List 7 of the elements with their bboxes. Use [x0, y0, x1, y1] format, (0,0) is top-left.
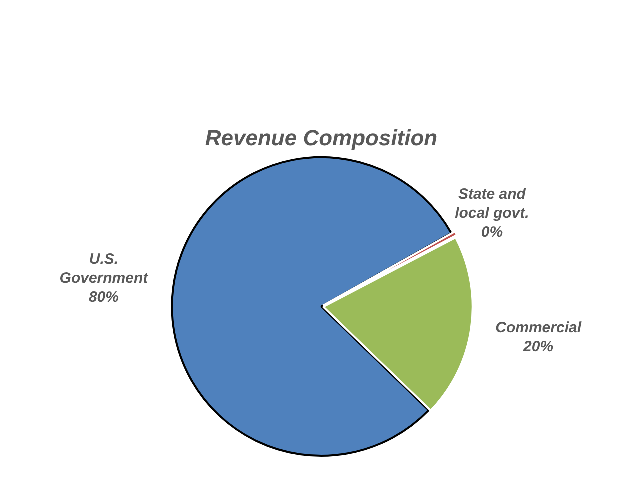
data-label: 80% — [88, 289, 119, 306]
slice-label: U.S. Government — [60, 251, 150, 288]
slice-label: Commercial — [496, 320, 582, 337]
data-label: 0% — [481, 224, 504, 242]
data-label: 20% — [522, 338, 554, 356]
chart-title: Revenue Composition — [205, 125, 438, 150]
slice-label: State and local govt. — [455, 186, 530, 222]
